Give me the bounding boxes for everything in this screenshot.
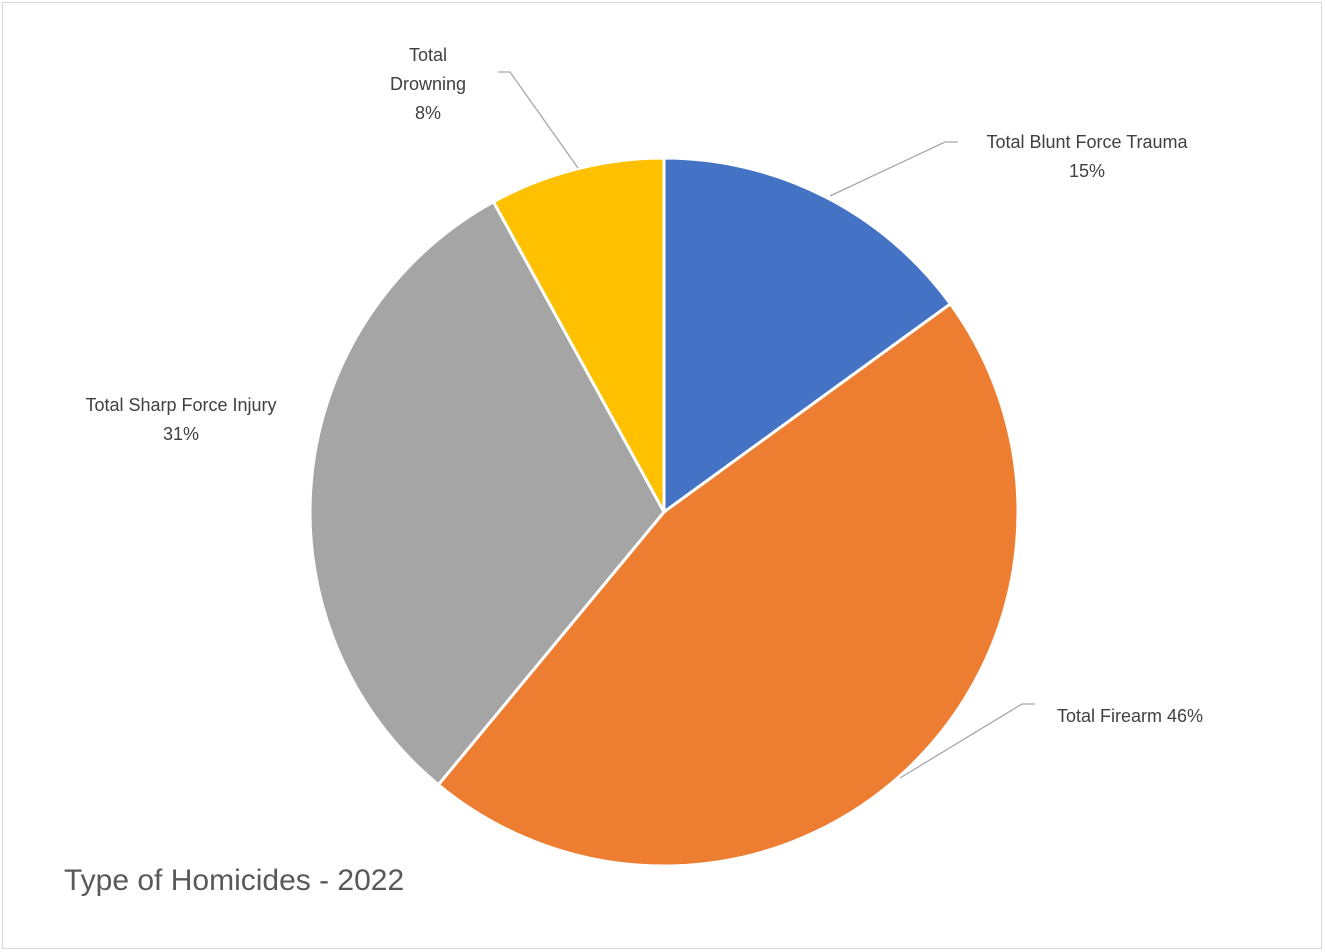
data-label-value: 31% <box>163 424 199 444</box>
pie-slice-total-drowning <box>491 156 666 514</box>
leader-lines <box>498 71 1035 779</box>
data-label: Total Sharp Force Injury 31% <box>85 395 276 444</box>
data-label-category: Total Blunt Force Trauma <box>986 132 1188 152</box>
pie-slice-total-firearm <box>436 302 1020 868</box>
data-label: Total Drowning 8% <box>390 45 466 123</box>
data-label-category: Drowning <box>390 74 466 94</box>
data-label: Total Firearm 46% <box>1057 706 1203 726</box>
leader-line <box>829 141 958 197</box>
data-label-value: 8% <box>415 103 441 123</box>
data-labels: Total Blunt Force Trauma 15% Total Firearm… <box>85 45 1203 726</box>
data-label: Total Blunt Force Trauma 15% <box>986 132 1188 181</box>
data-label-category: Total Firearm 46% <box>1057 706 1203 726</box>
leader-line <box>899 703 1035 779</box>
pie-slice-total-blunt-force-trauma <box>662 156 952 514</box>
data-label-value: 15% <box>1069 161 1105 181</box>
leader-line <box>498 71 579 169</box>
chart-title: Type of Homicides - 2022 <box>64 864 405 897</box>
data-label-category: Total Sharp Force Injury <box>85 395 276 415</box>
pie-slice-total-sharp-force-injury <box>308 200 666 787</box>
pie-slices <box>308 156 1020 868</box>
data-label-category: Total <box>409 45 447 65</box>
